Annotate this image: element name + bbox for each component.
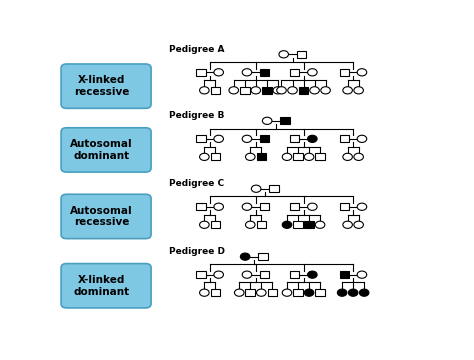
Circle shape [200, 221, 209, 228]
Circle shape [315, 221, 325, 228]
Circle shape [263, 117, 272, 125]
Circle shape [288, 87, 297, 94]
Circle shape [337, 289, 347, 296]
Circle shape [246, 221, 255, 228]
Circle shape [304, 153, 314, 161]
Circle shape [354, 221, 364, 228]
Bar [196, 271, 206, 278]
Circle shape [282, 221, 292, 228]
Circle shape [242, 135, 252, 143]
Circle shape [242, 271, 252, 278]
Circle shape [214, 271, 223, 278]
Bar [258, 253, 267, 260]
Circle shape [308, 203, 317, 210]
Bar [339, 203, 349, 210]
Circle shape [200, 289, 209, 296]
Circle shape [235, 289, 244, 296]
Circle shape [343, 87, 352, 94]
Circle shape [214, 135, 223, 143]
Text: Pedigree B: Pedigree B [169, 111, 225, 120]
Circle shape [273, 87, 283, 94]
Bar [304, 221, 314, 228]
Bar [293, 153, 303, 161]
FancyBboxPatch shape [61, 128, 151, 172]
Bar [290, 69, 300, 76]
Circle shape [229, 87, 238, 94]
Text: X-linked
recessive: X-linked recessive [74, 75, 129, 97]
Bar [260, 135, 269, 143]
Bar [196, 69, 206, 76]
Bar [196, 135, 206, 143]
Text: X-linked
dominant: X-linked dominant [73, 275, 129, 297]
Circle shape [321, 87, 330, 94]
Bar [256, 153, 266, 161]
Bar [293, 289, 303, 296]
Circle shape [359, 289, 369, 296]
Bar [297, 51, 306, 58]
Circle shape [308, 271, 317, 278]
Bar [290, 203, 300, 210]
Bar [260, 69, 269, 76]
Bar [299, 87, 308, 94]
Bar [196, 203, 206, 210]
Bar [339, 69, 349, 76]
Bar [339, 135, 349, 143]
Circle shape [308, 135, 317, 143]
Bar [240, 87, 249, 94]
Bar [315, 289, 325, 296]
Circle shape [279, 51, 289, 58]
Circle shape [304, 289, 314, 296]
Bar [269, 185, 279, 192]
Bar [246, 289, 255, 296]
Circle shape [282, 289, 292, 296]
Circle shape [200, 87, 209, 94]
Bar [280, 117, 290, 125]
FancyBboxPatch shape [61, 194, 151, 239]
Circle shape [251, 87, 261, 94]
Circle shape [354, 153, 364, 161]
Circle shape [357, 69, 367, 76]
Bar [210, 221, 220, 228]
Circle shape [256, 289, 266, 296]
Text: Autosomal
dominant: Autosomal dominant [70, 139, 133, 161]
Bar [210, 153, 220, 161]
Bar [315, 153, 325, 161]
Circle shape [200, 153, 209, 161]
Circle shape [240, 253, 250, 260]
Circle shape [343, 153, 352, 161]
Bar [267, 289, 277, 296]
Circle shape [246, 153, 255, 161]
Circle shape [308, 69, 317, 76]
Circle shape [348, 289, 358, 296]
Circle shape [357, 203, 367, 210]
Circle shape [354, 87, 364, 94]
Text: Pedigree C: Pedigree C [169, 179, 225, 188]
Bar [260, 271, 269, 278]
Circle shape [214, 69, 223, 76]
Circle shape [343, 221, 352, 228]
Circle shape [251, 185, 261, 192]
Circle shape [242, 69, 252, 76]
Text: Pedigree D: Pedigree D [169, 247, 226, 256]
Bar [262, 87, 272, 94]
FancyBboxPatch shape [61, 264, 151, 308]
FancyBboxPatch shape [61, 64, 151, 108]
Circle shape [277, 87, 286, 94]
Circle shape [357, 135, 367, 143]
Circle shape [242, 203, 252, 210]
Bar [210, 289, 220, 296]
Text: Pedigree A: Pedigree A [169, 45, 225, 54]
Bar [290, 135, 300, 143]
Circle shape [357, 271, 367, 278]
Bar [210, 87, 220, 94]
Text: Autosomal
recessive: Autosomal recessive [70, 206, 133, 227]
Bar [293, 221, 303, 228]
Bar [339, 271, 349, 278]
Bar [260, 203, 269, 210]
Bar [290, 271, 300, 278]
Bar [256, 221, 266, 228]
Circle shape [282, 153, 292, 161]
Circle shape [214, 203, 223, 210]
Circle shape [310, 87, 319, 94]
